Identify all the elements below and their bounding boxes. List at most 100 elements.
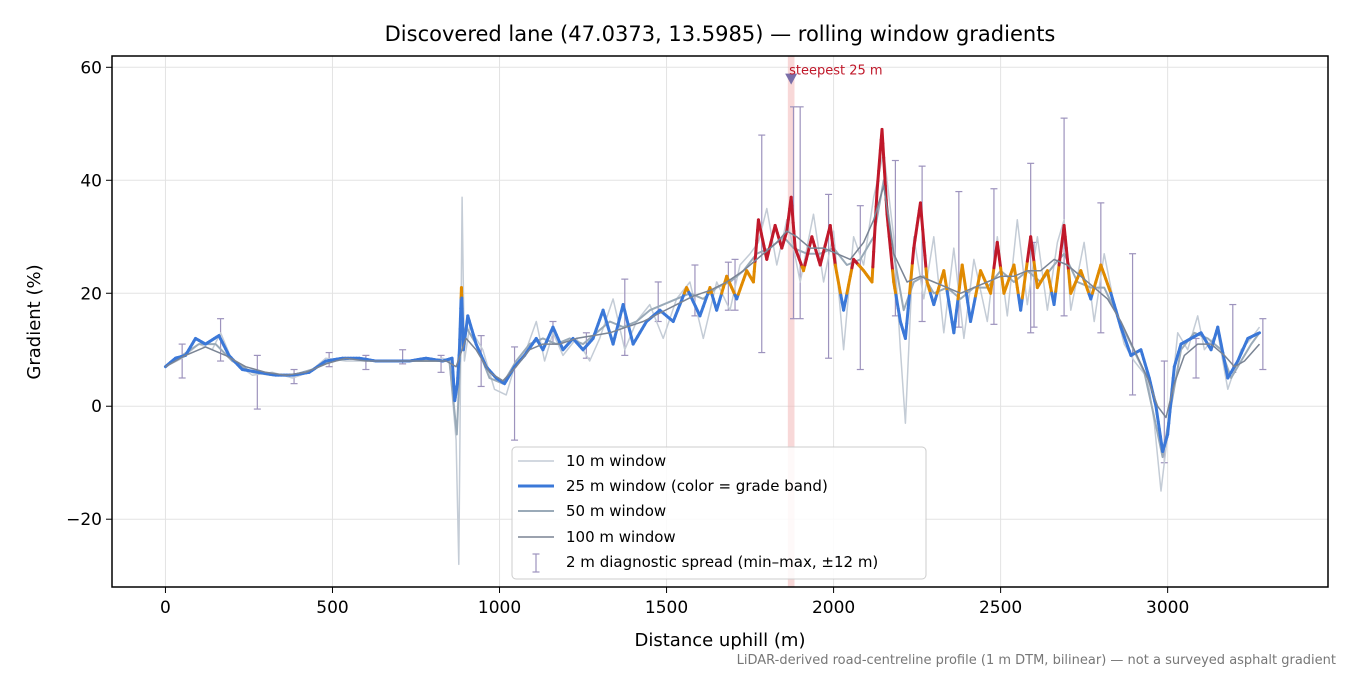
footnote: LiDAR-derived road-centreline profile (1…	[737, 653, 1336, 668]
grid	[112, 56, 1328, 587]
series-25m-segment	[943, 279, 949, 293]
series-25m-segment	[964, 291, 970, 305]
y-tick-label: 20	[80, 284, 102, 304]
spread-bar	[178, 343, 186, 379]
series-25m-segment	[952, 320, 957, 335]
series-25m-segment	[942, 269, 947, 283]
x-tick-label: 1000	[478, 598, 521, 618]
series-25m-segment	[909, 261, 914, 280]
spread-bar	[955, 190, 963, 328]
y-tick-label: 40	[80, 171, 102, 191]
series-25m-segment	[1020, 284, 1026, 300]
steepest-label: steepest 25 m	[789, 64, 882, 79]
series-25m-segment	[876, 169, 881, 183]
series-25m-segment	[880, 127, 885, 146]
series-25m-segment	[878, 148, 882, 163]
x-tick-label: 1500	[645, 598, 688, 618]
y-tick-label: 60	[80, 58, 102, 78]
series-25m-segment	[889, 257, 895, 273]
series-25m-segment	[1064, 246, 1069, 261]
series-25m-segment	[1168, 399, 1173, 414]
x-tick-label: 2500	[979, 598, 1022, 618]
spread-bar	[290, 368, 298, 385]
series-25m-segment	[906, 291, 912, 310]
series-25m-segment	[1167, 410, 1172, 425]
steepest-band-rect	[787, 56, 795, 587]
series-25m-segment	[751, 270, 756, 284]
series-25m-segment	[955, 297, 960, 312]
series-line-100m	[165, 185, 1261, 419]
spread-bar	[362, 354, 370, 371]
series-25m-segment	[920, 214, 925, 231]
spread-bar	[477, 335, 485, 388]
legend-label-100m: 100 m window	[566, 528, 676, 546]
legend-label-25m: 25 m window (color = grade band)	[566, 477, 828, 495]
y-tick-label: −20	[66, 510, 102, 530]
series-25m-segment	[881, 142, 886, 160]
series-25m-segment	[755, 228, 760, 243]
legend-label-spread: 2 m diagnostic spread (min–max, ±12 m)	[566, 553, 878, 571]
series-25m-segment	[966, 301, 971, 314]
y-axis-ticks: −20 0 20 40 60	[66, 58, 112, 530]
series-25m-segment	[885, 212, 890, 227]
series-25m-segment	[1019, 296, 1024, 312]
series-25m-segment	[878, 138, 883, 152]
series-25m-segment	[753, 249, 758, 263]
legend-swatch-spread	[532, 553, 540, 573]
series-25m-segment	[953, 308, 959, 323]
plot-frame	[111, 55, 1329, 588]
spread-bar	[825, 193, 833, 359]
series-25m-segment	[1062, 223, 1067, 239]
series-line-50m	[164, 179, 1261, 459]
x-tick-label: 2000	[812, 598, 855, 618]
series-25m-segment	[1055, 263, 1061, 280]
diagnostic-spread-bars	[178, 106, 1267, 464]
series-25m-segment	[871, 250, 876, 269]
series-25m-segment	[921, 227, 926, 244]
series-25m-segment	[947, 300, 953, 314]
series-25m-segment	[1067, 269, 1072, 284]
series-25m-segment	[1059, 237, 1064, 254]
spread-bar	[856, 205, 864, 371]
x-axis-ticks: 0 500 1000 1500 2000 2500 3000	[160, 587, 1189, 618]
legend-label-10m: 10 m window	[566, 452, 666, 470]
series-25m-segment	[870, 265, 875, 284]
series-25m-segment	[910, 246, 916, 265]
y-tick-label: 0	[91, 397, 102, 417]
series-25m-segment	[905, 306, 910, 325]
legend-box	[511, 446, 927, 580]
series-25m-segment	[962, 272, 967, 286]
spread-bar	[1129, 253, 1137, 396]
series-25m-segment	[945, 289, 951, 304]
series-25m-segment	[1166, 421, 1171, 436]
series-25m-segment	[874, 190, 879, 209]
steepest-band	[787, 56, 795, 587]
series-25m-segment	[1063, 235, 1068, 250]
series-25m-segment	[923, 254, 928, 271]
x-tick-label: 3000	[1146, 598, 1189, 618]
x-axis-label: Distance uphill (m)	[635, 630, 806, 651]
series-25m-segment	[1054, 276, 1059, 293]
spread-bar	[1259, 318, 1267, 371]
series-25m-segment	[922, 240, 927, 258]
y-axis-label: Gradient (%)	[24, 264, 45, 379]
series-25m-segment	[1025, 247, 1031, 263]
series-25m-segment	[1052, 289, 1058, 307]
series-25m-segment	[960, 263, 966, 276]
legend: 10 m window 25 m window (color = grade b…	[511, 446, 927, 580]
steepest-marker	[785, 73, 798, 85]
series-25m-segment	[882, 156, 887, 174]
series-25m-segment	[883, 170, 887, 188]
series-25m-segment	[949, 310, 954, 324]
series-25m-segment	[924, 267, 929, 284]
x-tick-label: 500	[316, 598, 348, 618]
series-25m-segment	[752, 259, 757, 274]
series-25m-segment	[872, 235, 877, 254]
series-25m-segment	[754, 239, 759, 253]
series-25m-segment	[918, 201, 924, 218]
series-25m-segment	[1170, 376, 1175, 391]
legend-label-50m: 50 m window	[566, 502, 666, 520]
series-25m-segment	[888, 246, 893, 261]
series-25m-segment	[1256, 331, 1262, 336]
series-25m-segment	[1057, 250, 1063, 267]
